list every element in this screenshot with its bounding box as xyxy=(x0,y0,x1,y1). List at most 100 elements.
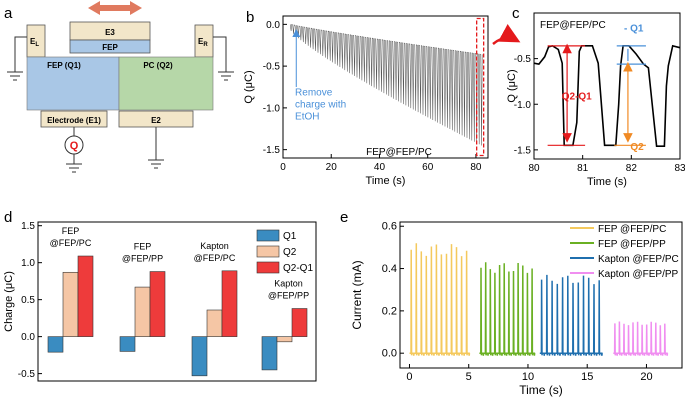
bar-q2 xyxy=(206,309,223,337)
charge-zoom-line xyxy=(533,44,681,147)
legend-label: Kapton @FEP/PP xyxy=(598,269,679,280)
x-tick-label: 83 xyxy=(674,163,685,174)
bar-q2-q1 xyxy=(221,270,238,337)
legend-label: FEP @FEP/PC xyxy=(598,224,666,235)
x-tick-label: 81 xyxy=(577,163,589,174)
category-label: @FEP/PC xyxy=(194,253,236,263)
x-tick-label: 80 xyxy=(470,162,482,173)
y-tick-label: -1.0 xyxy=(263,103,281,114)
charge-series-line xyxy=(289,23,483,146)
bar-q2 xyxy=(62,271,79,337)
x-tick-label: 80 xyxy=(528,163,540,174)
ground-icon xyxy=(7,71,23,81)
category-label: Kapton xyxy=(200,241,229,251)
legend-swatch xyxy=(256,229,280,242)
panel-letter-e: e xyxy=(340,209,348,226)
legend-label: Q2 xyxy=(283,247,297,258)
q2q1-label: Q2-Q1 xyxy=(562,92,592,103)
chart-d: -0.5 0.0 0.5 1.0 1.5 Charge (μC) FEP @FEP/PC FEP… xyxy=(3,221,317,382)
axes-frame xyxy=(533,12,681,160)
y-tick-label: 0.4 xyxy=(382,263,397,275)
chart-c: 80 81 82 83 -0.5 -1.0 -1.5 Time (s) Q (μC) FEP@FE… xyxy=(506,12,685,188)
q2-label: Q2 xyxy=(630,142,644,153)
y-tick-label: -1.5 xyxy=(514,145,532,156)
fep-q1-label: FEP (Q1) xyxy=(47,61,81,70)
bar-q2-q1 xyxy=(291,308,308,337)
legend-swatch xyxy=(256,245,280,258)
current-series-line xyxy=(613,321,669,356)
category-label: Kapton xyxy=(274,279,303,289)
sliding-arrow-icon xyxy=(88,1,142,15)
bar-q1 xyxy=(261,336,278,371)
el-label: EL xyxy=(30,37,39,48)
bar-q2-q1 xyxy=(149,271,166,337)
ground-icon xyxy=(66,163,82,173)
zoom-arrow xyxy=(492,24,521,45)
bar-q1 xyxy=(47,336,64,353)
bar-q2-q1 xyxy=(77,255,94,337)
pc-q2-label: PC (Q2) xyxy=(143,61,173,70)
chart-title: FEP@FEP/PC xyxy=(366,147,432,158)
wire-right xyxy=(213,36,227,72)
y-tick-label: -0.5 xyxy=(514,54,532,65)
e2-label: E2 xyxy=(151,116,161,125)
chart-e: 0 5 10 15 20 0.0 0.2 0.4 0.6 Time (s) Current (mA)… xyxy=(350,221,683,397)
y-axis-label: Q (μC) xyxy=(243,70,255,103)
x-axis-label: Time (s) xyxy=(366,175,406,187)
category-label: @FEP/PP xyxy=(268,291,309,301)
bar-q2 xyxy=(134,286,151,337)
legend-swatch xyxy=(256,261,280,274)
x-tick-label: 20 xyxy=(640,371,652,383)
annotation-text: charge with xyxy=(295,99,346,110)
category-label: @FEP/PC xyxy=(50,238,92,248)
y-tick-label: 0.6 xyxy=(382,221,397,233)
x-tick-label: 0 xyxy=(280,162,286,173)
y-tick-label: 0.2 xyxy=(382,305,397,317)
pc-q2-layer xyxy=(118,56,214,111)
y-tick-label: -0.5 xyxy=(18,369,36,380)
x-tick-label: 10 xyxy=(522,371,534,383)
chart-title: FEP@FEP/PC xyxy=(540,20,606,31)
current-series-line xyxy=(409,243,471,356)
category-label: @FEP/PP xyxy=(122,254,163,264)
x-axis-label: Time (s) xyxy=(587,176,627,188)
e3-label: E3 xyxy=(105,28,115,37)
x-tick-label: 60 xyxy=(422,162,434,173)
legend-label: Q2-Q1 xyxy=(283,263,313,274)
fep-top-layer xyxy=(69,39,151,54)
x-tick-label: 15 xyxy=(581,371,593,383)
annotation-text: EtOH xyxy=(295,111,319,122)
category-label: FEP xyxy=(62,226,80,236)
highlight-box xyxy=(476,17,485,157)
y-tick-label: 0.0 xyxy=(21,332,35,343)
bar-q2 xyxy=(276,336,293,343)
wire-left xyxy=(14,36,27,72)
axes-frame xyxy=(282,15,489,159)
x-tick-label: 0 xyxy=(406,371,412,383)
y-tick-label: -0.5 xyxy=(263,62,281,73)
axes-frame xyxy=(399,221,683,369)
y-tick-label: 1.5 xyxy=(21,221,35,232)
x-tick-label: 40 xyxy=(374,162,386,173)
annotation-text: Remove xyxy=(295,87,333,98)
current-series-line xyxy=(539,274,603,356)
fep-top-label: FEP xyxy=(102,43,118,52)
category-label: FEP xyxy=(134,242,152,252)
y-axis-label: Charge (μC) xyxy=(3,271,15,332)
current-series-line xyxy=(479,262,536,356)
y-tick-label: 1.0 xyxy=(21,258,35,269)
legend-label: Kapton @FEP/PC xyxy=(598,254,679,265)
legend-label: Q1 xyxy=(283,231,297,242)
y-tick-label: 0.0 xyxy=(266,20,280,31)
er-label: ER xyxy=(198,37,208,48)
meter-label: Q xyxy=(70,140,79,152)
ground-icon xyxy=(148,159,164,169)
y-tick-label: -1.0 xyxy=(514,100,532,111)
chart-b: 0 20 40 60 80 0.0 -0.5 -1.0 -1.5 Time (s) Q (μC) Re… xyxy=(243,15,521,187)
y-tick-label: 0.0 xyxy=(382,348,397,360)
y-axis-label: Q (μC) xyxy=(506,69,518,102)
axes-frame xyxy=(37,221,317,382)
bar-q1 xyxy=(191,336,208,377)
q1-label: - Q1 xyxy=(624,23,644,34)
